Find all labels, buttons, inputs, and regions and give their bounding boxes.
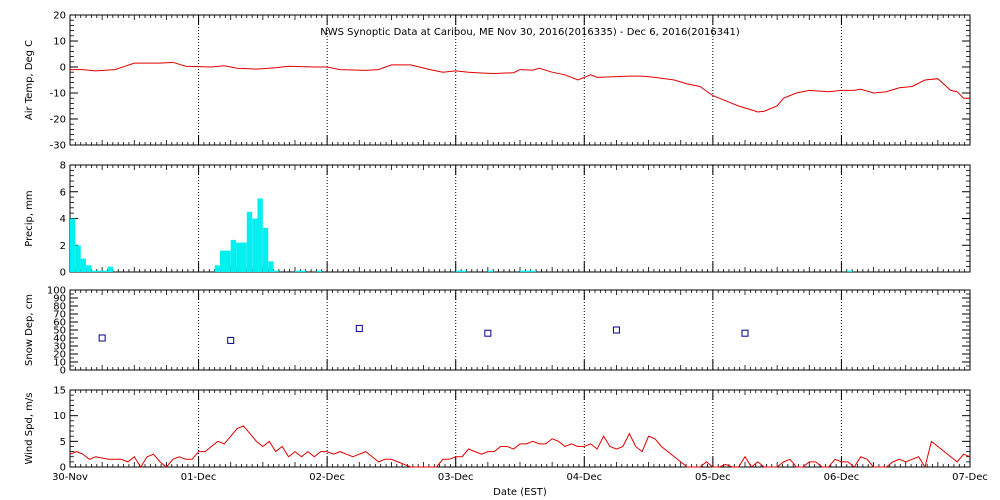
- precip-bar: [225, 250, 231, 272]
- x-tick-label: 03-Dec: [438, 472, 474, 483]
- x-tick-label: 07-Dec: [952, 472, 988, 483]
- precip-bar: [461, 270, 467, 272]
- y-tick-label: 2: [60, 241, 66, 252]
- precip-panel: 0 2 4 6 8 Precip, mm: [24, 161, 971, 279]
- precip-bar: [107, 266, 113, 272]
- y-axis-title: Wind Spd, m/s: [24, 392, 35, 464]
- series-line: [70, 61, 970, 113]
- air-temp-panel: -30 -20 -10 0 10 20 Air Temp, Deg C: [24, 11, 971, 152]
- x-axis-title: Date (EST): [493, 487, 547, 498]
- y-tick-label: 40: [53, 334, 66, 345]
- precip-bar: [520, 270, 526, 272]
- chart-title: NWS Synoptic Data at Caribou, ME Nov 30,…: [320, 27, 740, 38]
- y-tick-label: 80: [53, 302, 66, 313]
- precip-bar: [241, 242, 247, 272]
- precip-bar: [295, 270, 301, 272]
- precip-bar: [262, 227, 269, 272]
- precip-bar: [252, 218, 258, 272]
- snow-depth-marker: [227, 336, 235, 344]
- precip-bar: [214, 265, 221, 272]
- y-tick-label: 10: [53, 411, 66, 422]
- precip-bar: [273, 270, 279, 272]
- y-tick-label: 30: [53, 342, 66, 353]
- panel-frame: [69, 164, 971, 273]
- precip-bar: [530, 270, 537, 272]
- panel-frame: [69, 289, 971, 371]
- y-tick-label: 100: [47, 286, 66, 297]
- snow-depth-marker: [612, 326, 620, 334]
- x-tick-label: 06-Dec: [824, 472, 860, 483]
- series-line: [69, 425, 971, 469]
- y-tick-label: 20: [53, 350, 66, 361]
- y-tick-label: 8: [60, 161, 66, 172]
- precip-bar: [316, 270, 322, 272]
- precip-bar: [80, 258, 87, 272]
- x-tick-label: 30-Nov: [52, 472, 88, 483]
- y-tick-label: 0: [60, 63, 66, 74]
- precip-bar: [487, 270, 494, 272]
- x-axis-labels: 30-Nov 01-Dec 02-Dec 03-Dec 04-Dec 05-Dec 06-D…: [52, 472, 988, 483]
- precip-bar: [70, 218, 76, 272]
- y-tick-label: 10: [53, 37, 66, 48]
- precip-bar: [230, 239, 237, 272]
- y-tick-label: 50: [53, 326, 66, 337]
- snow-depth-marker: [355, 324, 363, 332]
- y-tick-label: 4: [60, 214, 66, 225]
- y-tick-label: 20: [53, 11, 66, 22]
- precip-bar: [86, 265, 92, 272]
- wind-speed-panel: 0 5 10 15 Wind Spd, m/s: [24, 386, 971, 474]
- precip-bar: [257, 198, 263, 272]
- precip-bar: [300, 270, 306, 272]
- precip-bar: [102, 270, 108, 272]
- y-axis-title: Snow Dep, cm: [24, 294, 35, 366]
- y-tick-label: -20: [50, 115, 66, 126]
- y-axis-title: Precip, mm: [24, 190, 35, 246]
- y-tick-label: 15: [53, 386, 66, 397]
- precip-bar: [268, 261, 274, 272]
- y-tick-label: 5: [60, 437, 66, 448]
- precip-bar: [75, 245, 81, 272]
- precip-bar: [96, 270, 103, 272]
- y-tick-label: 10: [53, 358, 66, 369]
- y-tick-label: 6: [60, 187, 66, 198]
- y-tick-label: 0: [60, 366, 66, 377]
- x-tick-label: 04-Dec: [566, 472, 602, 483]
- snow-depth-marker: [484, 329, 492, 337]
- precip-bar: [455, 270, 462, 272]
- y-tick-label: 0: [60, 268, 66, 279]
- panel-frame: [69, 389, 971, 468]
- precip-bar: [236, 242, 242, 272]
- y-tick-label: 60: [53, 318, 66, 329]
- x-tick-label: 01-Dec: [181, 472, 217, 483]
- y-tick-label: 70: [53, 310, 66, 321]
- precip-bar: [91, 270, 97, 272]
- y-tick-label: -30: [50, 141, 66, 152]
- y-tick-label: 90: [53, 294, 66, 305]
- y-axis-title: Air Temp, Deg C: [24, 40, 35, 120]
- snow-depth-marker: [98, 334, 106, 342]
- y-tick-label: -10: [50, 89, 66, 100]
- precip-bar: [246, 211, 253, 272]
- y-tick-label: 0: [60, 463, 66, 474]
- snow-depth-marker: [741, 329, 749, 337]
- precip-bar: [846, 270, 853, 272]
- precip-bar: [525, 270, 531, 272]
- x-tick-label: 05-Dec: [695, 472, 731, 483]
- x-tick-label: 02-Dec: [309, 472, 345, 483]
- precip-bar: [220, 250, 226, 272]
